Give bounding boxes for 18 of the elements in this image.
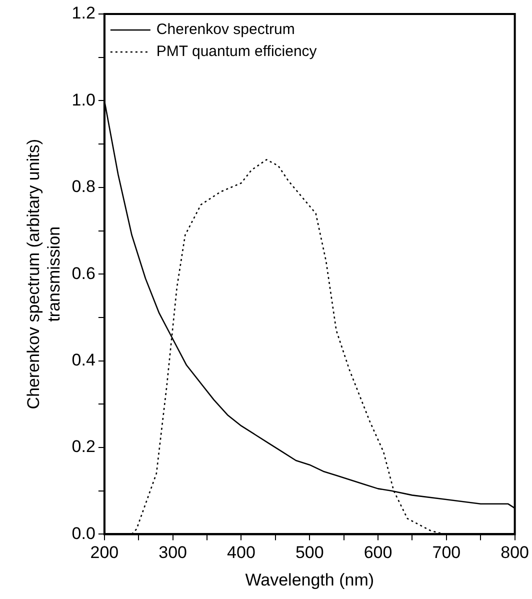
y-tick-label: 1.2 — [72, 4, 96, 23]
legend-label: PMT quantum efficiency — [156, 43, 318, 60]
x-tick-label: 800 — [500, 543, 530, 562]
x-tick-label: 300 — [158, 543, 188, 562]
x-tick-label: 600 — [364, 543, 392, 562]
y-tick-label: 0.2 — [72, 437, 96, 456]
y-tick-label: 0.8 — [72, 177, 96, 196]
x-tick-label: 400 — [227, 543, 256, 562]
legend-label: Cherenkov spectrum — [156, 21, 295, 38]
y-axis-title: Cherenkov spectrum (arbitary units) transmission — [24, 138, 64, 410]
x-tick-label: 700 — [432, 543, 461, 562]
x-tick-label: 500 — [295, 543, 324, 562]
x-axis-title: Wavelength (nm) — [245, 570, 374, 590]
x-tick-label: 200 — [90, 543, 119, 562]
y-tick-label: 0.6 — [72, 264, 96, 283]
y-tick-label: 0.4 — [72, 350, 96, 370]
y-tick-label: 1.0 — [72, 90, 96, 110]
y-tick-label: 0.0 — [72, 524, 96, 543]
